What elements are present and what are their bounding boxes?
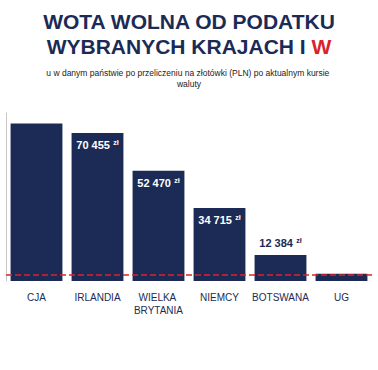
svg-text:waluty: waluty (176, 79, 202, 89)
svg-text:UG: UG (334, 292, 349, 303)
svg-text:CJA: CJA (27, 292, 46, 303)
svg-text:zł: zł (174, 177, 180, 184)
svg-text:WIELKA: WIELKA (138, 292, 178, 303)
svg-text:zł: zł (113, 139, 119, 146)
svg-text:IRLANDIA: IRLANDIA (74, 292, 120, 303)
svg-text:WOTA WOLNA OD PODATKU: WOTA WOLNA OD PODATKU (43, 10, 335, 33)
svg-text:zł: zł (296, 237, 302, 244)
svg-text:zł: zł (235, 214, 241, 221)
svg-text:W: W (312, 35, 332, 58)
svg-text:70 455: 70 455 (76, 139, 110, 151)
svg-text:52 470: 52 470 (137, 177, 171, 189)
svg-text:BOTSWANA: BOTSWANA (252, 292, 309, 303)
svg-text:NIEMCY: NIEMCY (200, 292, 239, 303)
svg-text:WYBRANYCH KRAJACH I: WYBRANYCH KRAJACH I (47, 35, 312, 58)
svg-text:12 384: 12 384 (259, 237, 294, 249)
svg-text:BRYTANIA: BRYTANIA (134, 305, 183, 316)
svg-text:u w danym państwie po przelicz: u w danym państwie po przeliczeniu na zł… (46, 68, 331, 78)
svg-text:34 715: 34 715 (198, 214, 232, 226)
